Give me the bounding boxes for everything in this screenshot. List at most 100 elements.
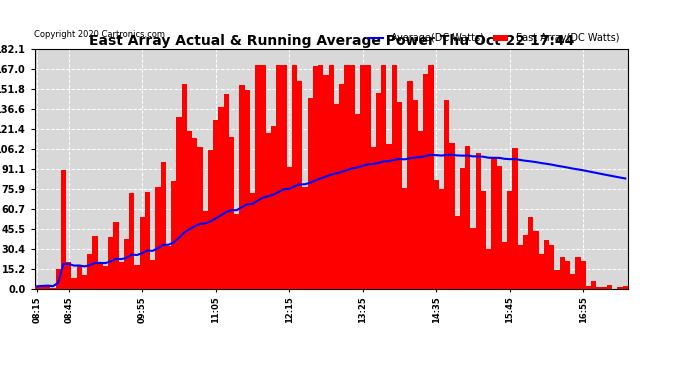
Bar: [208, 150, 213, 289]
Bar: [455, 216, 460, 289]
Bar: [92, 236, 97, 289]
Bar: [77, 264, 81, 289]
Bar: [161, 162, 166, 289]
Bar: [407, 81, 413, 289]
Bar: [428, 65, 433, 289]
Bar: [34, 286, 40, 289]
Bar: [460, 168, 465, 289]
Bar: [413, 100, 418, 289]
Bar: [418, 130, 423, 289]
Bar: [71, 278, 77, 289]
Bar: [381, 65, 386, 289]
Bar: [318, 65, 324, 289]
Bar: [297, 81, 302, 289]
Bar: [465, 146, 471, 289]
Bar: [313, 66, 318, 289]
Bar: [371, 147, 376, 289]
Bar: [192, 138, 197, 289]
Bar: [124, 238, 129, 289]
Text: Copyright 2020 Cartronics.com: Copyright 2020 Cartronics.com: [34, 30, 166, 39]
Bar: [108, 237, 113, 289]
Bar: [61, 170, 66, 289]
Bar: [481, 191, 486, 289]
Bar: [392, 65, 397, 289]
Bar: [203, 211, 208, 289]
Bar: [81, 275, 87, 289]
Bar: [213, 120, 218, 289]
Bar: [502, 242, 507, 289]
Bar: [491, 157, 497, 289]
Bar: [260, 65, 266, 289]
Bar: [45, 285, 50, 289]
Bar: [166, 246, 171, 289]
Bar: [618, 286, 622, 289]
Bar: [187, 130, 192, 289]
Bar: [586, 286, 591, 289]
Bar: [355, 114, 360, 289]
Bar: [596, 288, 602, 289]
Bar: [324, 75, 328, 289]
Bar: [344, 65, 350, 289]
Bar: [302, 187, 308, 289]
Bar: [433, 180, 439, 289]
Bar: [119, 262, 124, 289]
Bar: [308, 98, 313, 289]
Bar: [339, 84, 344, 289]
Bar: [229, 137, 234, 289]
Bar: [497, 166, 502, 289]
Bar: [103, 266, 108, 289]
Bar: [444, 100, 449, 289]
Bar: [528, 217, 533, 289]
Bar: [423, 74, 428, 289]
Bar: [554, 270, 560, 289]
Bar: [176, 117, 181, 289]
Bar: [97, 264, 103, 289]
Bar: [507, 190, 513, 289]
Bar: [365, 65, 371, 289]
Bar: [513, 148, 518, 289]
Bar: [286, 166, 292, 289]
Bar: [171, 181, 176, 289]
Bar: [282, 65, 286, 289]
Bar: [397, 102, 402, 289]
Bar: [439, 189, 444, 289]
Bar: [250, 193, 255, 289]
Bar: [139, 217, 145, 289]
Bar: [591, 281, 596, 289]
Bar: [255, 65, 260, 289]
Bar: [581, 261, 586, 289]
Bar: [549, 245, 554, 289]
Bar: [386, 144, 392, 289]
Bar: [270, 126, 276, 289]
Bar: [129, 193, 135, 289]
Bar: [376, 93, 381, 289]
Bar: [523, 235, 528, 289]
Bar: [360, 65, 365, 289]
Bar: [181, 84, 187, 289]
Bar: [350, 65, 355, 289]
Bar: [575, 257, 581, 289]
Bar: [135, 265, 139, 289]
Bar: [518, 245, 523, 289]
Bar: [224, 94, 229, 289]
Bar: [145, 192, 150, 289]
Bar: [55, 269, 61, 289]
Bar: [334, 104, 339, 289]
Bar: [565, 261, 570, 289]
Bar: [244, 90, 250, 289]
Bar: [197, 147, 203, 289]
Bar: [402, 188, 407, 289]
Legend: Average(DC Watts), East Array(DC Watts): Average(DC Watts), East Array(DC Watts): [364, 30, 623, 47]
Bar: [50, 288, 55, 289]
Bar: [40, 285, 45, 289]
Bar: [449, 144, 455, 289]
Bar: [622, 286, 628, 289]
Bar: [539, 254, 544, 289]
Bar: [475, 153, 481, 289]
Bar: [602, 287, 607, 289]
Bar: [239, 86, 244, 289]
Bar: [87, 254, 92, 289]
Bar: [234, 214, 239, 289]
Bar: [544, 240, 549, 289]
Bar: [218, 107, 224, 289]
